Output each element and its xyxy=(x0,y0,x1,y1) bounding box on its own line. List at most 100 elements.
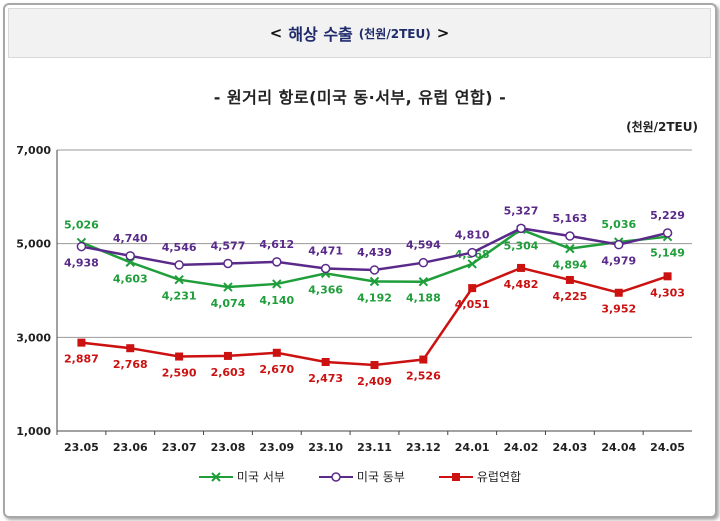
data-label: 5,163 xyxy=(552,212,587,225)
x-tick-label: 24.05 xyxy=(650,441,685,454)
chart-unit-label: (천원/2TEU) xyxy=(626,120,698,134)
data-point xyxy=(272,279,282,289)
data-label: 5,229 xyxy=(650,209,685,222)
header-unit: (천원/2TEU) xyxy=(358,26,431,41)
chart-title: - 원거리 항로(미국 동·서부, 유럽 연합) - xyxy=(213,88,507,107)
y-tick-label: 7,000 xyxy=(16,144,51,157)
x-tick-label: 23.07 xyxy=(162,441,197,454)
data-label: 4,366 xyxy=(308,283,343,296)
x-tick-label: 23.09 xyxy=(259,441,294,454)
data-label: 4,192 xyxy=(357,292,392,305)
legend-marker-circle-icon xyxy=(318,471,353,482)
data-point xyxy=(662,228,673,238)
data-label: 5,149 xyxy=(650,247,685,260)
data-label: 4,074 xyxy=(211,297,246,310)
section-header: < 해상 수출 (천원/2TEU) > xyxy=(8,8,711,58)
legend-marker-square-icon xyxy=(438,472,473,481)
data-point xyxy=(613,239,624,250)
header-bracket-left: < xyxy=(269,24,283,42)
data-point xyxy=(663,272,672,281)
data-label: 2,473 xyxy=(308,372,343,385)
data-label: 4,612 xyxy=(259,238,294,251)
data-label: 2,526 xyxy=(406,370,441,383)
data-point xyxy=(125,251,136,261)
data-point xyxy=(614,288,623,297)
x-tick-label: 24.04 xyxy=(601,441,636,454)
data-label: 5,304 xyxy=(504,239,539,252)
data-point xyxy=(321,358,330,367)
legend-marker-x-icon xyxy=(198,471,233,482)
data-label: 4,231 xyxy=(162,290,197,303)
data-label: 2,603 xyxy=(211,366,246,379)
data-point xyxy=(467,247,477,258)
data-point xyxy=(370,361,379,370)
data-label: 4,140 xyxy=(259,294,294,307)
data-label: 4,938 xyxy=(64,257,99,270)
data-point xyxy=(419,355,428,364)
x-tick-label: 23.12 xyxy=(406,441,441,454)
data-label: 2,887 xyxy=(64,353,99,366)
legend-label-eu: 유럽연합 xyxy=(476,470,522,484)
data-point xyxy=(174,260,184,270)
chart-frame xyxy=(3,3,717,518)
data-point xyxy=(174,274,184,285)
data-point xyxy=(565,231,575,241)
data-point xyxy=(175,352,184,361)
x-tick-label: 23.08 xyxy=(211,441,246,454)
x-tick-label: 24.01 xyxy=(455,441,490,454)
y-tick-label: 3,000 xyxy=(16,331,51,344)
data-point xyxy=(369,265,380,275)
data-point xyxy=(76,241,87,252)
x-tick-label: 23.11 xyxy=(357,441,392,454)
data-label: 4,577 xyxy=(211,239,246,252)
x-tick-label: 24.03 xyxy=(552,441,587,454)
data-label: 5,026 xyxy=(64,218,99,231)
data-point xyxy=(77,338,86,347)
data-point xyxy=(468,284,477,293)
data-label: 5,036 xyxy=(601,218,636,231)
y-tick-label: 5,000 xyxy=(16,238,51,251)
data-point xyxy=(272,257,282,267)
legend: 미국 서부 미국 동부 유럽연합 xyxy=(0,468,720,485)
data-point xyxy=(565,243,575,254)
data-point xyxy=(517,263,526,272)
data-point xyxy=(223,351,232,360)
data-label: 4,894 xyxy=(552,259,587,272)
data-label: 4,051 xyxy=(455,298,490,311)
legend-label-us-east: 미국 동부 xyxy=(356,470,405,484)
data-label: 4,482 xyxy=(504,278,539,291)
legend-item-us-east: 미국 동부 xyxy=(318,468,405,485)
legend-item-us-west: 미국 서부 xyxy=(198,468,285,485)
data-label: 4,439 xyxy=(357,246,392,259)
data-point xyxy=(223,258,233,269)
data-label: 4,546 xyxy=(162,241,197,254)
data-label: 4,603 xyxy=(113,272,148,285)
data-label: 4,979 xyxy=(601,255,636,268)
data-label: 2,590 xyxy=(162,367,197,380)
legend-item-eu: 유럽연합 xyxy=(438,468,522,485)
header-title: 해상 수출 xyxy=(288,25,353,44)
data-point xyxy=(369,276,380,287)
x-tick-label: 23.06 xyxy=(113,441,148,454)
data-label: 4,225 xyxy=(552,290,587,303)
x-tick-label: 23.10 xyxy=(308,441,343,454)
data-label: 4,188 xyxy=(406,292,441,305)
data-label: 4,740 xyxy=(113,232,148,245)
data-label: 4,471 xyxy=(308,244,343,257)
data-point xyxy=(418,276,429,287)
data-label: 2,768 xyxy=(113,358,148,371)
x-tick-label: 24.02 xyxy=(504,441,539,454)
data-point xyxy=(516,223,526,234)
data-label: 5,327 xyxy=(504,204,539,217)
header-bracket-right: > xyxy=(436,24,450,42)
data-label: 2,670 xyxy=(259,363,294,376)
x-tick-label: 23.05 xyxy=(64,441,99,454)
data-label: 3,952 xyxy=(601,303,636,316)
data-point xyxy=(467,259,477,269)
data-point xyxy=(272,348,281,357)
data-point xyxy=(126,344,135,353)
data-label: 4,303 xyxy=(650,286,685,299)
data-point xyxy=(320,263,331,274)
legend-label-us-west: 미국 서부 xyxy=(236,470,285,484)
